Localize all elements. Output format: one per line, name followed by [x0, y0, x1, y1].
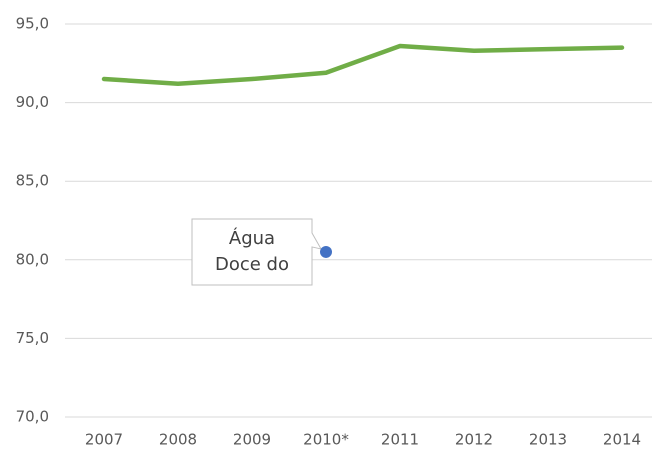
callout: Água Doce do Norte — [214, 227, 289, 282]
y-tick-label: 75,0 — [16, 329, 49, 347]
x-tick-label: 2011 — [381, 431, 419, 449]
x-tick-label: 2008 — [159, 431, 197, 449]
x-tick-label: 2007 — [85, 431, 123, 449]
y-tick-label: 80,0 — [16, 250, 49, 268]
y-tick-label: 85,0 — [16, 172, 49, 190]
x-tick-label: 2013 — [529, 431, 567, 449]
x-tick-label: 2010* — [303, 431, 349, 449]
point — [320, 245, 332, 258]
x-tick-label: 2012 — [455, 431, 493, 449]
y-tick-label: 70,0 — [16, 408, 49, 426]
line-series — [101, 43, 625, 86]
callout-box — [191, 218, 322, 286]
y-tick-label: 95,0 — [16, 15, 49, 33]
y-tick-label: 90,0 — [16, 93, 49, 111]
x-tick-label: 2009 — [233, 431, 271, 449]
x-tick-label: 2014 — [603, 431, 641, 449]
callout-label: Água Doce do Norte — [214, 227, 289, 282]
